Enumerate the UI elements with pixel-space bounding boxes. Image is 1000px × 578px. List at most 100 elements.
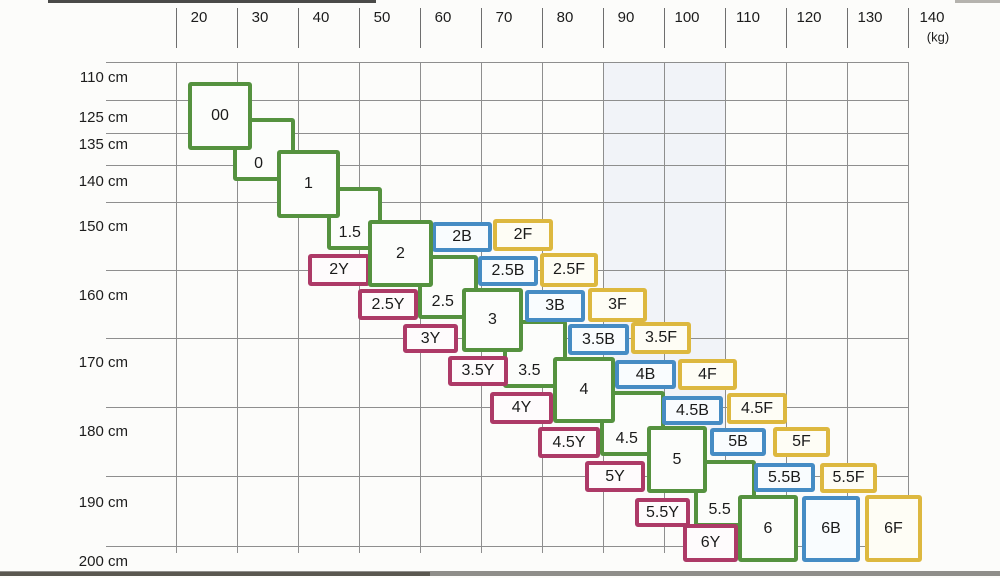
size-box-6b: 6B: [802, 496, 860, 562]
size-box-label: 5F: [792, 433, 811, 450]
weight-tick: [725, 8, 726, 48]
size-box-3.5b: 3.5B: [568, 324, 629, 355]
size-box-5f: 5F: [773, 427, 830, 457]
weight-tick: [908, 8, 909, 48]
height-tick-label: 150 cm: [78, 218, 128, 235]
weight-tick-label: 80: [556, 9, 574, 26]
weight-tick-label: 40: [312, 9, 330, 26]
height-tick-label: 135 cm: [78, 136, 128, 153]
horizontal-gridline: [106, 546, 908, 547]
size-box-label: 3Y: [420, 329, 441, 347]
kg-unit-label: (kg): [926, 29, 950, 45]
size-box-5.5y: 5.5Y: [635, 498, 690, 527]
weight-tick-label: 70: [495, 9, 513, 26]
weight-tick-label: 130: [857, 9, 883, 26]
size-box-label: 3F: [608, 296, 627, 313]
size-box-label: 5.5B: [768, 468, 801, 486]
weight-tick: [237, 8, 238, 48]
size-box-2.5b: 2.5B: [478, 256, 538, 286]
weight-tick-label: 20: [190, 9, 208, 26]
size-box-2.5y: 2.5Y: [358, 289, 418, 320]
bottom-edge-bar-dark: [0, 572, 430, 576]
weight-tick-label: 90: [617, 9, 635, 26]
size-box-label: 4B: [635, 365, 656, 383]
horizontal-gridline: [106, 100, 908, 101]
size-box-5.5b: 5.5B: [754, 463, 815, 492]
size-box-3y: 3Y: [403, 324, 458, 353]
height-tick-label: 125 cm: [78, 109, 128, 126]
height-tick-label: 110 cm: [79, 69, 128, 86]
vertical-gridline: [786, 62, 787, 553]
size-box-label: 1: [304, 175, 313, 192]
size-box-label: 3.5Y: [461, 362, 495, 379]
size-box-label: 5Y: [605, 467, 625, 485]
weight-tick: [603, 8, 604, 48]
size-box-3.5f: 3.5F: [631, 322, 691, 354]
weight-tick-label: 30: [251, 9, 269, 26]
size-box-label: 6F: [884, 519, 903, 537]
height-tick-label: 200 cm: [78, 553, 128, 570]
size-box-label: 6B: [821, 520, 841, 537]
size-box-4.5y: 4.5Y: [538, 427, 600, 458]
size-box-label: 5.5F: [832, 469, 865, 486]
size-box-label: 5.5Y: [646, 503, 679, 521]
weight-tick: [664, 8, 665, 48]
height-tick-label: 160 cm: [78, 287, 128, 304]
size-box-label: 2.5F: [552, 261, 585, 278]
weight-tick: [420, 8, 421, 48]
size-box-label: 1.5: [338, 224, 361, 241]
horizontal-gridline: [106, 62, 908, 63]
height-tick-label: 190 cm: [78, 494, 128, 511]
vertical-gridline: [176, 62, 177, 553]
size-box-label: 3.5B: [582, 330, 615, 348]
weight-tick: [481, 8, 482, 48]
size-box-label: 3: [488, 311, 497, 328]
weight-tick-label: 120: [796, 9, 822, 26]
horizontal-gridline: [106, 202, 908, 203]
size-box-label: 2Y: [329, 261, 349, 278]
height-tick-label: 140 cm: [78, 173, 128, 190]
size-box-label: 2B: [452, 228, 472, 245]
size-box-6y: 6Y: [683, 524, 738, 562]
size-box-label: 4.5Y: [552, 433, 586, 451]
weight-tick: [847, 8, 848, 48]
size-box-label: 2.5Y: [371, 295, 405, 313]
size-box-label: 00: [211, 107, 229, 124]
size-box-label: 4.5F: [740, 399, 773, 417]
size-box-2y: 2Y: [308, 254, 370, 286]
size-box-3: 3: [462, 288, 523, 352]
weight-tick: [176, 8, 177, 48]
weight-tick: [786, 8, 787, 48]
horizontal-gridline: [106, 476, 908, 477]
weight-tick: [359, 8, 360, 48]
top-edge-mark: [48, 0, 376, 3]
weight-tick-label: 100: [674, 9, 700, 26]
height-tick-label: 170 cm: [78, 354, 128, 371]
vertical-gridline: [298, 62, 299, 553]
weight-tick-label: 110: [736, 9, 760, 26]
size-box-5b: 5B: [710, 428, 766, 456]
weight-tick-label: 50: [373, 9, 391, 26]
size-box-label: 2.5B: [491, 262, 525, 279]
top-edge-mark-right: [955, 0, 1000, 3]
size-box-6f: 6F: [865, 495, 922, 562]
size-box-label: 5B: [728, 433, 748, 450]
size-box-3b: 3B: [525, 290, 585, 322]
size-box-label: 4F: [698, 365, 717, 383]
size-box-label: 4Y: [511, 399, 532, 416]
size-box-label: 6Y: [700, 534, 721, 551]
bottom-edge-bar: [0, 571, 1000, 576]
size-box-4y: 4Y: [490, 392, 553, 424]
size-box-5y: 5Y: [585, 461, 645, 492]
vertical-gridline: [847, 62, 848, 553]
size-box-3f: 3F: [588, 288, 647, 322]
size-box-label: 4: [579, 381, 589, 398]
size-box-3.5y: 3.5Y: [448, 356, 508, 386]
size-box-label: 4.5: [615, 430, 638, 447]
size-box-label: 2F: [513, 226, 533, 243]
size-box-00: 00: [188, 82, 252, 150]
size-box-label: 3B: [545, 297, 565, 314]
vertical-gridline: [908, 62, 909, 553]
weight-tick: [542, 8, 543, 48]
